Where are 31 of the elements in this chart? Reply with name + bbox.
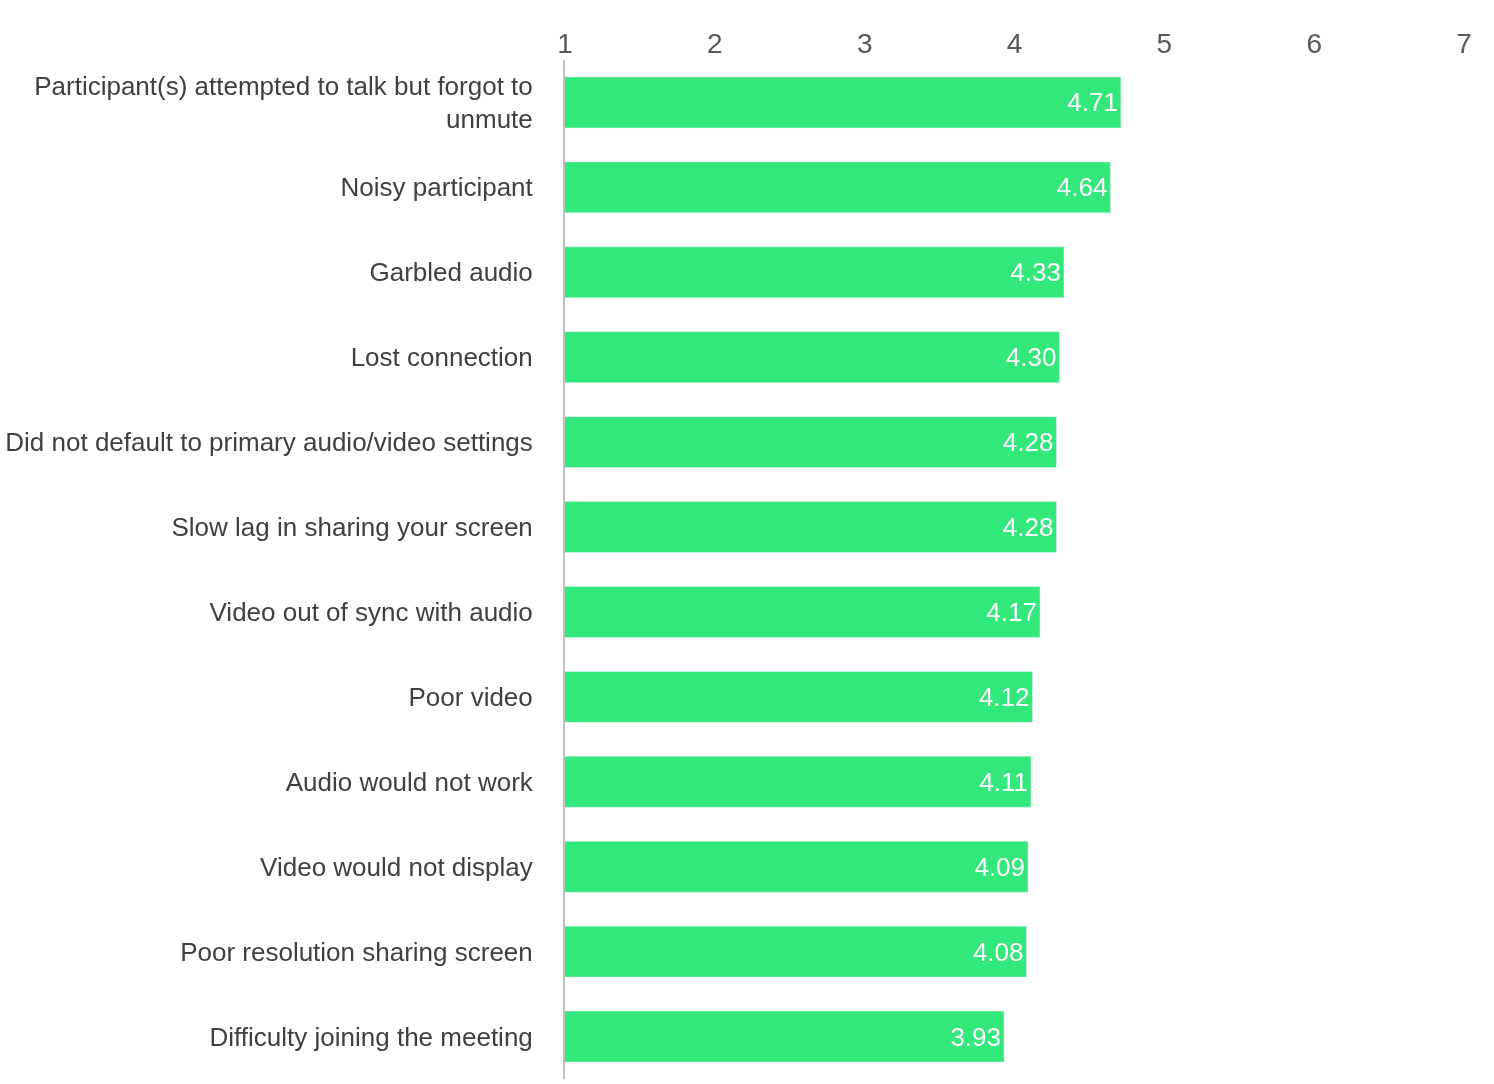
y-tick-label: Participant(s) attempted to talk but forgot to unmute (34, 70, 533, 135)
y-tick-label: Video would not display (260, 851, 533, 882)
data-label: 4.09 (974, 851, 1025, 882)
data-label: 4.30 (1005, 342, 1057, 373)
data-label: 4.28 (1002, 512, 1054, 543)
y-tick-label: Slow lag in sharing your screen (171, 512, 533, 543)
x-tick-label: 1 (557, 28, 573, 60)
data-label: 4.28 (1002, 427, 1054, 458)
y-tick-label: Video out of sync with audio (209, 597, 533, 628)
x-tick-label: 6 (1306, 28, 1322, 60)
data-label: 4.12 (978, 681, 1030, 712)
data-label: 3.93 (950, 1021, 1002, 1052)
data-label: 4.64 (1056, 172, 1108, 203)
data-label: 4.71 (1067, 87, 1118, 118)
y-tick-label: Lost connection (350, 342, 533, 373)
y-tick-label: Noisy participant (340, 172, 534, 203)
data-label: 4.33 (1010, 257, 1061, 288)
data-label: 4.11 (979, 766, 1028, 797)
y-tick-label: Garbled audio (369, 257, 533, 288)
data-label: 4.17 (986, 596, 1037, 627)
x-tick-label: 3 (856, 28, 873, 60)
x-tick-label: 5 (1156, 28, 1173, 60)
x-tick-label: 7 (1456, 28, 1472, 60)
y-tick-label: Difficulty joining the meeting (209, 1021, 533, 1052)
y-tick-label: Poor video (408, 681, 533, 712)
y-tick-label: Poor resolution sharing screen (180, 936, 533, 967)
x-tick-label: 4 (1006, 28, 1023, 60)
y-tick-label: Did not default to primary audio/video settings (5, 427, 533, 458)
y-tick-label: Audio would not work (285, 766, 534, 797)
x-tick-label: 2 (707, 28, 723, 60)
data-label: 4.08 (972, 936, 1024, 967)
